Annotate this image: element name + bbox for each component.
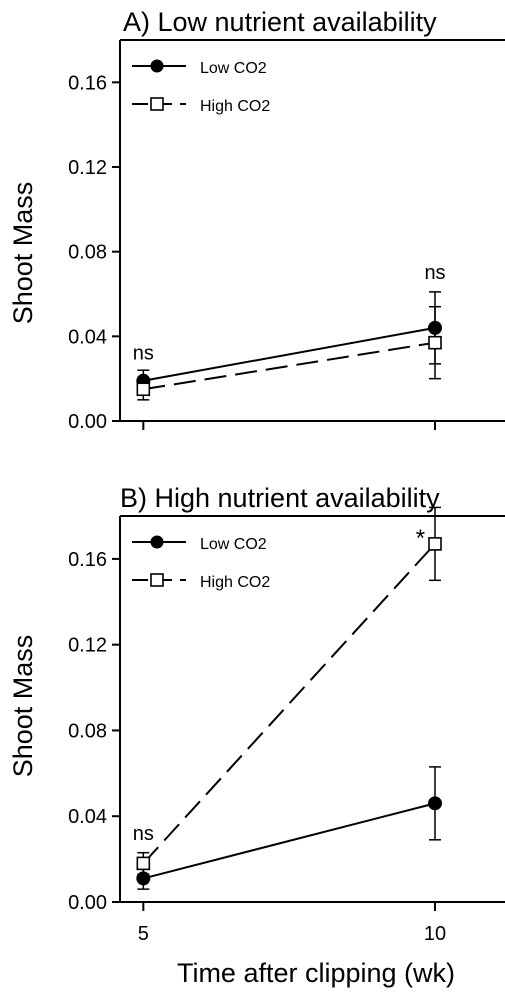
panel-b-title: B) High nutrient availability — [120, 483, 440, 513]
significance-label: ns — [424, 262, 445, 284]
x-axis-label: Time after clipping (wk) — [177, 958, 455, 988]
y-tick-label: 0.04 — [68, 806, 107, 828]
y-tick-label: 0.16 — [68, 549, 107, 571]
y-tick-label: 0.12 — [68, 157, 107, 179]
significance-label: ns — [133, 343, 154, 365]
panel-a-plot: 0.00 0.04 0.08 0.12 0.16 ns ns Low CO2 High CO2 — [68, 39, 505, 433]
significance-label: ns — [133, 823, 154, 845]
legend-marker-square — [150, 97, 164, 111]
data-point-square — [428, 537, 442, 551]
panel-b-ylabel: Shoot Mass — [8, 635, 38, 778]
y-tick-label: 0.08 — [68, 242, 107, 264]
panel-a-ylabel: Shoot Mass — [8, 182, 38, 325]
data-point-square — [428, 335, 442, 350]
data-point-square — [136, 382, 151, 397]
x-tick-label: 10 — [424, 923, 446, 945]
panel-a-title: A) Low nutrient availability — [123, 7, 437, 37]
svg-text:High CO2: High CO2 — [200, 98, 270, 115]
y-tick-label: 0.00 — [68, 892, 107, 914]
x-tick-label: 5 — [138, 923, 149, 945]
series-line — [142, 543, 436, 865]
data-point-circle — [428, 796, 442, 811]
series-line — [143, 341, 436, 391]
data-point-circle — [136, 871, 151, 886]
svg-text:High CO2: High CO2 — [200, 574, 270, 591]
y-tick-label: 0.08 — [68, 720, 107, 742]
data-point-circle — [428, 320, 442, 335]
series-line — [143, 326, 436, 382]
y-tick-label: 0.12 — [68, 635, 107, 657]
series-line — [143, 802, 436, 880]
significance-label: * — [416, 525, 425, 552]
svg-text:Low CO2: Low CO2 — [200, 60, 267, 77]
data-point-square — [136, 856, 151, 871]
y-tick-label: 0.00 — [68, 411, 107, 433]
legend-marker-square — [150, 573, 164, 587]
y-tick-label: 0.16 — [68, 72, 107, 94]
legend-marker-circle — [150, 59, 164, 73]
legend-marker-circle — [150, 535, 164, 549]
panel-b-plot: 0.00 0.04 0.08 0.12 0.16 5 10 ns * Low CO2 High CO… — [68, 506, 505, 945]
y-tick-label: 0.04 — [68, 326, 107, 348]
svg-text:Low CO2: Low CO2 — [200, 536, 267, 553]
